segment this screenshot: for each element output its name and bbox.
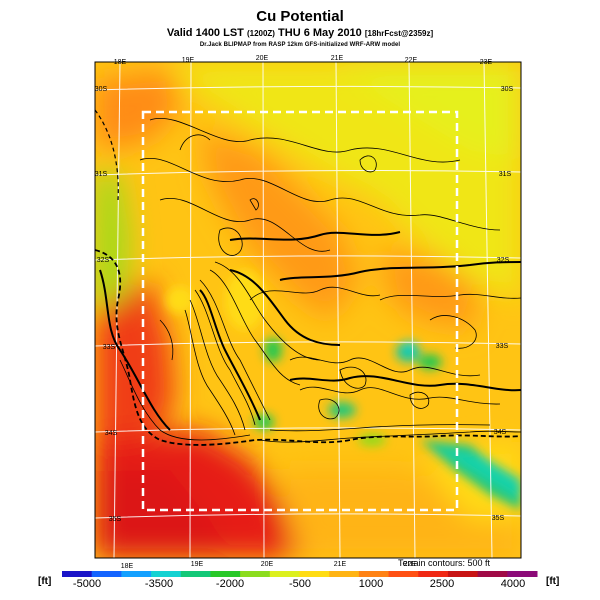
valid-time: Valid 1400 LST <box>166 27 244 39</box>
lat-left-label: 34S <box>105 430 118 437</box>
lat-right-label: 31S <box>499 171 512 178</box>
scale-label: 4000 <box>500 578 526 590</box>
scale-swatch <box>299 571 330 577</box>
scale-swatch <box>151 571 182 577</box>
scale-swatch <box>91 571 122 577</box>
boundary-line <box>95 109 119 201</box>
unit-label-left: [ft] <box>38 576 52 587</box>
chart-subtitle: Valid 1400 LST (1200Z) THU 6 May 2010 [1… <box>0 27 600 39</box>
forecast-date: THU 6 May 2010 <box>278 27 362 39</box>
scale-swatch <box>507 571 538 577</box>
chart-title: Cu Potential <box>256 8 344 25</box>
lat-left-label: 31S <box>95 171 108 178</box>
scale-swatch <box>210 571 241 577</box>
lon-bottom-label: 20E <box>261 561 274 568</box>
map-frame <box>94 61 522 559</box>
scale-swatch <box>62 571 93 577</box>
forecast-hour: [18hrFcst@2359z] <box>364 29 434 38</box>
escarpment-contours <box>99 231 521 431</box>
lon-top-label: 19E <box>182 57 195 64</box>
scale-swatch <box>447 571 479 577</box>
scale-label: -3500 <box>144 578 174 590</box>
scale-swatch <box>240 571 271 577</box>
scale-swatch <box>418 571 449 577</box>
lat-right-label: 34S <box>494 429 507 436</box>
domain-box <box>141 110 459 512</box>
coastline <box>95 249 521 446</box>
lon-bottom-label: 21E <box>334 561 347 568</box>
scale-swatch <box>329 571 360 577</box>
lon-bottom-label: 22E <box>404 561 417 568</box>
color-scale-bar <box>62 571 538 577</box>
lon-bottom-label: 18E <box>121 563 134 570</box>
scale-label: -500 <box>288 578 312 590</box>
model-credit: Dr.Jack BLIPMAP from RASP 12km GFS-initi… <box>199 42 401 48</box>
lon-top-label: 20E <box>256 55 269 62</box>
scale-label: 1000 <box>358 578 384 590</box>
lat-right-label: 33S <box>496 343 509 350</box>
scale-label: 2500 <box>429 578 455 590</box>
lat-left-label: 33S <box>103 344 116 351</box>
unit-label-right: [ft] <box>546 576 560 587</box>
scale-swatch <box>477 571 508 577</box>
lat-right-label: 35S <box>492 515 505 522</box>
lon-bottom-label: 19E <box>191 561 204 568</box>
lat-left-label: 32S <box>97 257 110 264</box>
lon-top-label: 22E <box>405 57 418 64</box>
lat-right-label: 30S <box>501 86 514 93</box>
lon-top-label: 18E <box>114 59 127 66</box>
scale-swatch <box>358 571 390 577</box>
scale-label: -2000 <box>215 578 245 590</box>
lat-left-label: 30S <box>95 86 108 93</box>
scale-swatch <box>388 571 419 577</box>
terrain-note: Terrain contours: 500 ft <box>398 558 491 568</box>
lon-top-label: 23E <box>480 59 493 66</box>
lon-top-label: 21E <box>331 55 344 62</box>
scale-swatch <box>269 571 300 577</box>
scale-swatch <box>180 571 211 577</box>
lat-right-label: 32S <box>497 257 510 264</box>
scale-label: -5000 <box>72 578 102 590</box>
graticule-labels: 18E 19E 20E 21E 22E 23E 18E 19E 20E 21E … <box>95 55 514 570</box>
lat-left-label: 35S <box>109 516 122 523</box>
cu-potential-field <box>95 62 521 558</box>
utc-time: (1200Z) <box>246 29 275 38</box>
graticule <box>95 62 521 558</box>
scale-swatch <box>121 571 152 577</box>
